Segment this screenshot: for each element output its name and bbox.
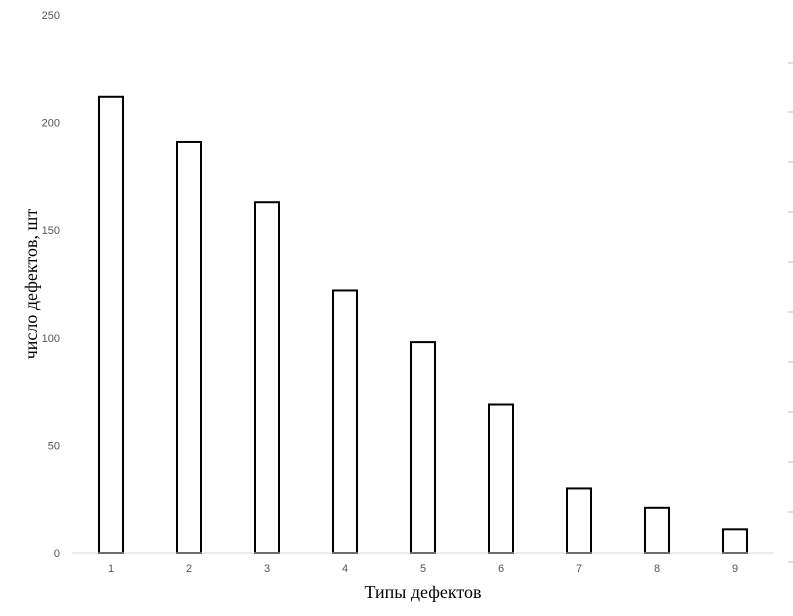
- bar: [332, 289, 358, 554]
- y-axis-ticks: 0 50 100 150 200 250: [42, 10, 60, 560]
- bar: [98, 95, 124, 554]
- bar: [644, 506, 670, 555]
- y-tick-label: 150: [42, 225, 60, 237]
- x-tick-label: 8: [654, 563, 660, 575]
- y-tick-label: 250: [42, 10, 60, 22]
- right-edge-ticks: [788, 62, 793, 563]
- x-axis-title: Типы дефектов: [364, 582, 481, 602]
- bar: [176, 140, 202, 555]
- y-axis-title: число дефектов, шт: [21, 209, 41, 360]
- x-tick-label: 3: [264, 563, 270, 575]
- x-tick-label: 1: [108, 563, 114, 575]
- y-tick-label: 50: [48, 440, 60, 452]
- bar: [566, 487, 592, 554]
- x-tick-label: 5: [420, 563, 426, 575]
- y-tick-label: 200: [42, 118, 60, 130]
- bar: [254, 201, 280, 554]
- x-axis-ticks: 1 2 3 4 5 6 7 8 9: [108, 563, 738, 575]
- bar: [410, 341, 436, 554]
- bar: [488, 403, 514, 554]
- x-tick-label: 7: [576, 563, 582, 575]
- y-tick-label: 100: [42, 333, 60, 345]
- x-tick-label: 6: [498, 563, 504, 575]
- bars-group: [98, 95, 748, 555]
- y-tick-label: 0: [54, 548, 60, 560]
- bar: [722, 528, 748, 555]
- x-tick-label: 4: [342, 563, 348, 575]
- x-tick-label: 9: [732, 563, 738, 575]
- x-tick-label: 2: [186, 563, 192, 575]
